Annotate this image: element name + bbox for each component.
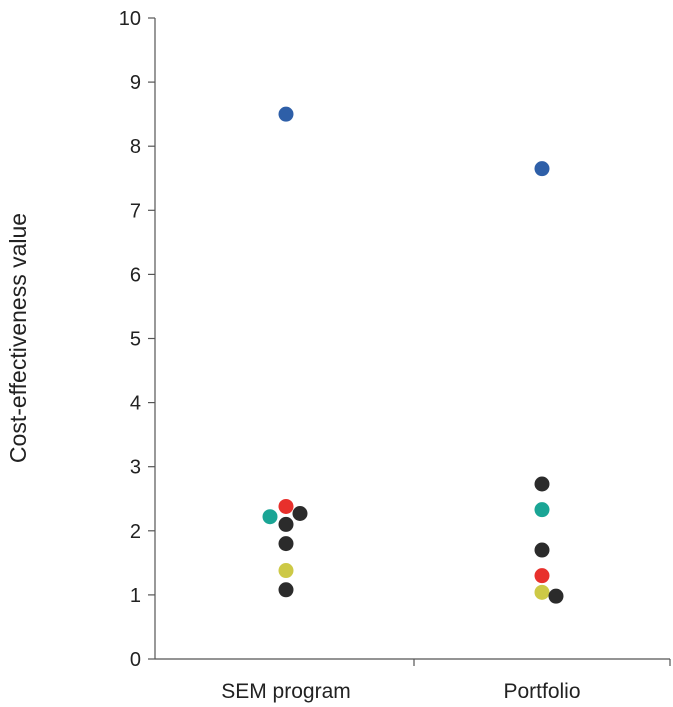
y-tick-label: 9	[130, 72, 141, 94]
y-tick-label: 6	[130, 264, 141, 286]
data-point	[278, 106, 294, 122]
data-point	[278, 536, 294, 552]
data-point	[278, 498, 294, 514]
y-axis: 0 1 2 3 4 5 6 7 8 9 10	[119, 8, 156, 671]
x-axis: SEM program Portfolio	[155, 658, 671, 703]
data-point	[534, 584, 550, 600]
data-point	[292, 505, 308, 521]
data-point	[278, 516, 294, 532]
data-point	[534, 568, 550, 584]
y-tick-label: 7	[130, 200, 141, 222]
data-point	[548, 588, 564, 604]
y-axis-title: Cost-effectiveness value	[5, 213, 31, 463]
data-point	[534, 502, 550, 518]
y-tick-label: 3	[130, 457, 141, 479]
x-category-label: Portfolio	[503, 680, 580, 703]
data-point	[278, 563, 294, 579]
y-tick-label: 8	[130, 136, 141, 158]
y-tick-label: 0	[130, 649, 141, 671]
y-tick-label: 5	[130, 329, 141, 351]
y-tick-label: 10	[119, 8, 141, 30]
y-tick-label: 1	[130, 585, 141, 607]
y-tick-label: 4	[130, 393, 141, 415]
data-points	[262, 106, 564, 604]
data-point	[534, 476, 550, 492]
data-point	[534, 161, 550, 177]
y-tick-label: 2	[130, 521, 141, 543]
data-point	[262, 509, 278, 525]
x-category-label: SEM program	[221, 680, 351, 703]
data-point	[278, 582, 294, 598]
data-point	[534, 542, 550, 558]
